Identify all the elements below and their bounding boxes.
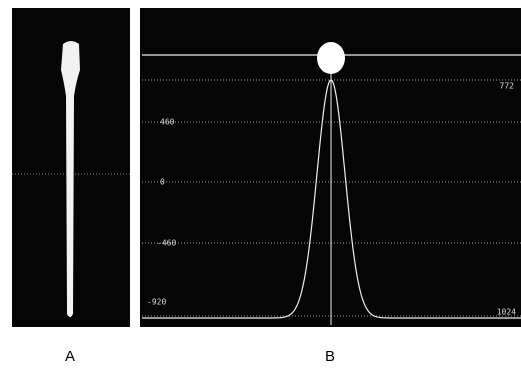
axis-label: 460 bbox=[160, 118, 175, 127]
figure: 460 0 -460 -920 772 1024 A B bbox=[0, 0, 521, 368]
axis-label: 1024 bbox=[497, 308, 516, 317]
peak-marker bbox=[317, 42, 345, 74]
panel-b: 460 0 -460 -920 772 1024 bbox=[140, 8, 521, 327]
panel-label: B bbox=[325, 348, 335, 365]
page: {"panel_a": {"label": "A"}, "panel_b": {… bbox=[0, 0, 521, 368]
axis-label: -920 bbox=[147, 298, 166, 307]
axis-label: -460 bbox=[157, 239, 176, 248]
panel-a bbox=[12, 8, 130, 327]
axis-label: 0 bbox=[160, 178, 165, 187]
panel-label: A bbox=[65, 348, 75, 365]
axis-label: 772 bbox=[500, 82, 515, 91]
